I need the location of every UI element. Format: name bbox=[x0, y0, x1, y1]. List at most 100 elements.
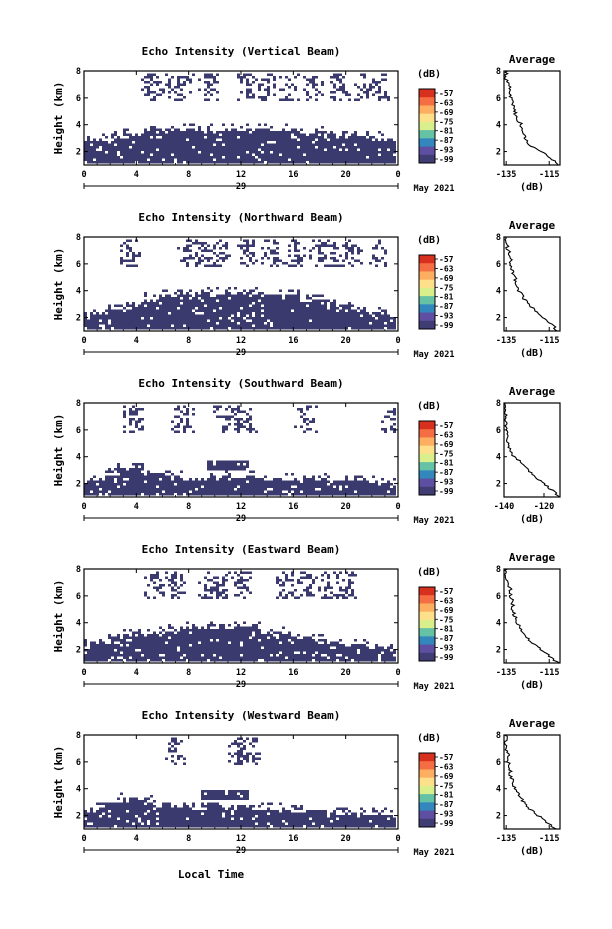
heatmap-cell bbox=[273, 317, 276, 320]
heatmap-cell bbox=[162, 322, 165, 325]
heatmap-cell bbox=[192, 624, 195, 627]
heatmap-cell bbox=[366, 483, 369, 486]
heatmap-cell bbox=[249, 83, 252, 86]
heatmap-cell bbox=[204, 641, 207, 644]
heatmap-cell bbox=[198, 126, 201, 129]
heatmap-cell bbox=[225, 639, 228, 642]
heatmap-cell bbox=[108, 646, 111, 649]
heatmap-cell bbox=[135, 319, 138, 322]
heatmap-cell bbox=[315, 314, 318, 317]
heatmap-cell bbox=[315, 480, 318, 483]
heatmap-cell bbox=[141, 488, 144, 491]
heatmap-cell bbox=[150, 651, 153, 654]
heatmap-cell bbox=[132, 317, 135, 320]
heatmap-cell bbox=[318, 146, 321, 149]
heatmap-cell bbox=[204, 659, 207, 662]
heatmap-cell bbox=[150, 156, 153, 159]
heatmap-cell bbox=[195, 641, 198, 644]
heatmap-cell bbox=[180, 153, 183, 156]
heatmap-cell bbox=[210, 463, 213, 466]
heatmap-cell bbox=[156, 473, 159, 476]
heatmap-cell bbox=[117, 659, 120, 662]
colorbar-segment bbox=[419, 89, 435, 98]
heatmap-cell bbox=[186, 636, 189, 639]
heatmap-cell bbox=[222, 493, 225, 496]
heatmap-cell bbox=[264, 239, 267, 242]
heatmap-cell bbox=[333, 317, 336, 320]
heatmap-cell bbox=[174, 312, 177, 315]
heatmap-cell bbox=[219, 478, 222, 481]
heatmap-cell bbox=[372, 158, 375, 161]
heatmap-cell bbox=[372, 490, 375, 493]
heatmap-cell bbox=[201, 141, 204, 144]
heatmap-cell bbox=[360, 475, 363, 478]
heatmap-cell bbox=[231, 302, 234, 305]
heatmap-cell bbox=[183, 314, 186, 317]
heatmap-cell bbox=[90, 148, 93, 151]
heatmap-cell bbox=[249, 161, 252, 164]
heatmap-cell bbox=[138, 641, 141, 644]
heatmap-cell bbox=[216, 73, 219, 76]
heatmap-cell bbox=[126, 153, 129, 156]
avg-y-tick-label: 4 bbox=[496, 453, 501, 463]
heatmap-cell bbox=[384, 483, 387, 486]
heatmap-cell bbox=[243, 490, 246, 493]
heatmap-cell bbox=[114, 646, 117, 649]
heatmap-cell bbox=[153, 146, 156, 149]
heatmap-cell bbox=[261, 649, 264, 652]
heatmap-cell bbox=[240, 133, 243, 136]
heatmap-cell bbox=[138, 483, 141, 486]
heatmap-cell bbox=[270, 302, 273, 305]
heatmap-cell bbox=[393, 324, 396, 327]
heatmap-cell bbox=[165, 319, 168, 322]
heatmap-cell bbox=[363, 138, 366, 141]
heatmap-cell bbox=[186, 151, 189, 154]
heatmap-cell bbox=[189, 641, 192, 644]
heatmap-cell bbox=[210, 309, 213, 312]
heatmap-cell bbox=[255, 478, 258, 481]
heatmap-cell bbox=[219, 304, 222, 307]
heatmap-cell bbox=[324, 254, 327, 257]
heatmap-cell bbox=[216, 493, 219, 496]
heatmap-cell bbox=[252, 624, 255, 627]
heatmap-cell bbox=[270, 146, 273, 149]
heatmap-cell bbox=[204, 312, 207, 315]
heatmap-cell bbox=[186, 297, 189, 300]
heatmap-cell bbox=[195, 490, 198, 493]
heatmap-cell bbox=[105, 480, 108, 483]
heatmap-cell bbox=[252, 294, 255, 297]
heatmap-cell bbox=[273, 133, 276, 136]
heatmap-cell bbox=[300, 415, 303, 418]
heatmap-cell bbox=[303, 317, 306, 320]
heatmap-cell bbox=[240, 490, 243, 493]
heatmap-cell bbox=[159, 156, 162, 159]
heatmap-cell bbox=[315, 302, 318, 305]
heatmap-cell bbox=[168, 141, 171, 144]
heatmap-cell bbox=[207, 646, 210, 649]
heatmap-cell bbox=[141, 428, 144, 431]
heatmap-cell bbox=[276, 138, 279, 141]
heatmap-cell bbox=[267, 322, 270, 325]
heatmap-cell bbox=[267, 631, 270, 634]
heatmap-cell bbox=[174, 651, 177, 654]
heatmap-cell bbox=[213, 161, 216, 164]
heatmap-cell bbox=[234, 138, 237, 141]
heatmap-cell bbox=[90, 654, 93, 657]
heatmap-cell bbox=[390, 488, 393, 491]
heatmap-cell bbox=[342, 91, 345, 94]
heatmap-cell bbox=[390, 141, 393, 144]
heatmap-cell bbox=[267, 480, 270, 483]
heatmap-cell bbox=[183, 490, 186, 493]
heatmap-cell bbox=[366, 324, 369, 327]
heatmap-cell bbox=[321, 141, 324, 144]
heatmap-cell bbox=[333, 148, 336, 151]
heatmap-cell bbox=[300, 259, 303, 262]
heatmap-cell bbox=[348, 302, 351, 305]
heatmap-cell bbox=[321, 156, 324, 159]
heatmap-cell bbox=[351, 161, 354, 164]
heatmap-cell bbox=[198, 651, 201, 654]
heatmap-cell bbox=[138, 312, 141, 315]
heatmap-cell bbox=[315, 319, 318, 322]
heatmap-cell bbox=[126, 148, 129, 151]
heatmap-cell bbox=[240, 247, 243, 250]
